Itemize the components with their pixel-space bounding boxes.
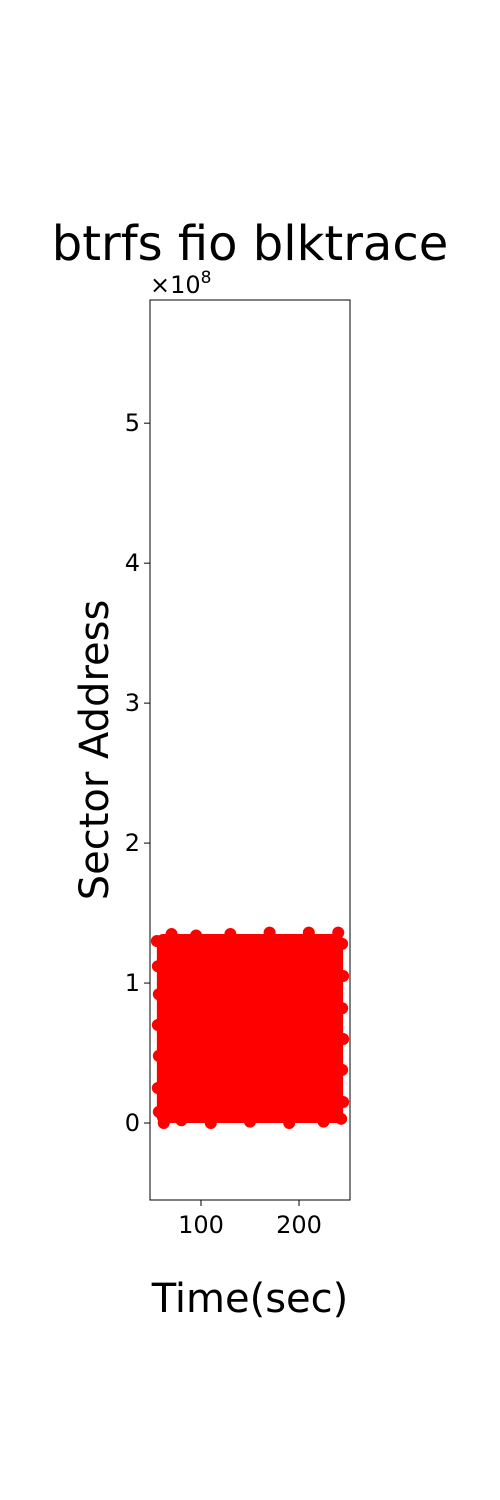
scatter-point [151,960,164,973]
scatter-point [165,928,178,941]
series-0 [150,926,350,1130]
scatter-point [180,949,193,962]
x-tick-label: 100 [178,1211,224,1239]
scatter-point [151,1019,164,1032]
scatter-point [170,1061,183,1074]
scatter-point [278,970,291,983]
x-axis-label: Time(sec) [151,1276,349,1322]
y-tick-label: 1 [125,969,140,997]
plot-frame [149,299,351,1201]
scatter-point [224,928,237,941]
x-tick-label: 200 [276,1211,322,1239]
y-tick-label: 4 [125,549,140,577]
scatter-point [219,984,232,997]
y-offset-exponent: 8 [201,268,212,288]
data-layer [150,926,350,1130]
y-axis: 0 1 2 3 4 5 [125,409,150,1137]
scatter-point [152,1049,165,1062]
y-tick-label: 2 [125,829,140,857]
scatter-point [337,1096,350,1109]
scatter-point [268,1075,281,1088]
scatter-point [204,1117,217,1130]
plot-area [149,299,351,1201]
scatter-point [332,926,345,939]
y-tick-label: 5 [125,409,140,437]
scatter-point [317,1115,330,1128]
scatter-point [152,1105,165,1118]
scatter-point [194,1021,207,1034]
scatter-point [151,1082,164,1095]
x-axis: 100 200 [178,1200,322,1239]
scatter-point [293,1019,306,1032]
y-tick-label: 3 [125,689,140,717]
scatter-point [157,1117,170,1130]
scatter-point [152,988,165,1001]
y-axis-label: Sector Address [72,600,118,901]
scatter-point [302,926,315,939]
y-offset-label: ×108 [150,268,211,299]
scatter-point [335,1112,348,1125]
chart-title: btrfs fio blktrace [52,216,449,272]
scatter-point [337,1033,350,1046]
scatter-point [244,1115,256,1128]
scatter-point [244,1023,256,1036]
scatter-point [337,970,350,983]
scatter-point [336,1002,349,1015]
scatter-point [263,926,276,939]
scatter-point [150,935,163,948]
scatter-point [190,929,203,942]
scatter-point [229,1089,242,1102]
y-tick-label: 0 [125,1109,140,1137]
scatter-point [336,937,349,950]
scatter-point [336,1063,349,1076]
scatter-point [175,1114,188,1127]
scatter-point [327,1047,340,1060]
scatter-point [317,963,330,976]
y-offset-base: ×10 [150,271,201,299]
scatter-point [283,1117,296,1130]
